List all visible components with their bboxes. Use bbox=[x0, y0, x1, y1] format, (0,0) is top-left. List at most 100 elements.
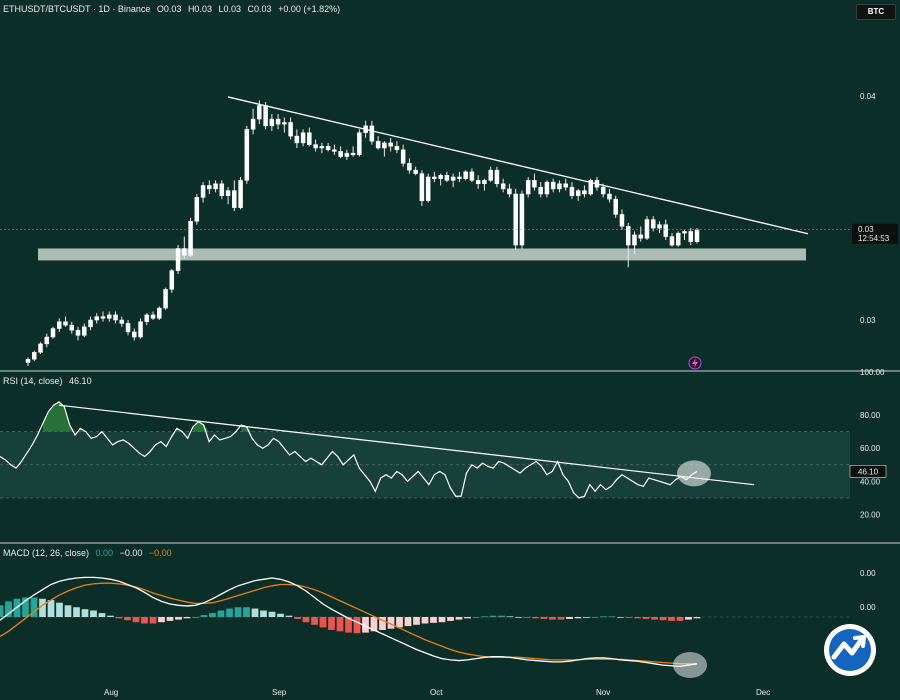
candle-body bbox=[113, 314, 118, 321]
candle-body bbox=[150, 314, 156, 319]
macd-histogram-bar bbox=[90, 610, 97, 617]
candle-body bbox=[563, 183, 568, 188]
macd-axis-tick: 0.00 bbox=[860, 603, 876, 612]
macd-histogram-bar bbox=[277, 613, 284, 617]
candle-body bbox=[200, 185, 206, 198]
macd-histogram-bar bbox=[319, 617, 327, 628]
macd-histogram-bar bbox=[523, 617, 531, 618]
candle-body bbox=[438, 175, 443, 179]
candle-body bbox=[182, 248, 187, 256]
macd-histogram-bar bbox=[413, 617, 420, 625]
rsi-value: 46.10 bbox=[69, 376, 92, 386]
candle-body bbox=[457, 176, 462, 179]
candle-body bbox=[107, 314, 112, 319]
price-trendline bbox=[227, 96, 809, 235]
macd-line bbox=[0, 576, 698, 668]
candle-body bbox=[250, 118, 256, 130]
macd-histogram-bar bbox=[217, 610, 225, 617]
histogram-value: −0.00 bbox=[119, 548, 143, 558]
candle-body bbox=[50, 328, 56, 338]
candle-body bbox=[69, 324, 75, 331]
macd-histogram-bar bbox=[549, 617, 556, 620]
rsi-axis-tick: 80.00 bbox=[860, 411, 881, 420]
candle-body bbox=[413, 169, 418, 174]
rsi-axis-tick: 60.00 bbox=[860, 444, 881, 453]
candle-body bbox=[144, 314, 150, 322]
low-value: L0.03 bbox=[218, 4, 242, 14]
macd-histogram-bar bbox=[166, 617, 174, 621]
candle-body bbox=[382, 142, 387, 149]
candle-body bbox=[38, 343, 43, 353]
candle-body bbox=[513, 193, 518, 246]
countdown-label: 12:54:53 bbox=[858, 234, 890, 243]
lightning-icon-glyph bbox=[692, 358, 698, 368]
candle-body bbox=[138, 321, 143, 338]
rsi-overbought-fill bbox=[42, 401, 252, 432]
macd-histogram-bar bbox=[124, 617, 131, 621]
currency-badge[interactable]: BTC bbox=[856, 4, 896, 20]
macd-histogram-bar bbox=[200, 615, 208, 617]
candle-body bbox=[569, 186, 575, 196]
candle-body bbox=[307, 132, 312, 145]
macd-histogram-bar bbox=[226, 608, 233, 617]
candle-body bbox=[232, 190, 237, 208]
macd-histogram-bar bbox=[430, 617, 437, 623]
candle-body bbox=[369, 125, 375, 142]
macd-histogram-bar bbox=[634, 617, 641, 619]
candle-body bbox=[263, 105, 268, 127]
candle-body bbox=[519, 193, 525, 246]
candle-body bbox=[63, 321, 68, 326]
macd-histogram-bar bbox=[311, 617, 318, 625]
price-axis-tick: 0.04 bbox=[860, 92, 876, 101]
candle-body bbox=[688, 231, 693, 242]
candle-body bbox=[82, 326, 87, 336]
macd-histogram-bar bbox=[532, 617, 539, 619]
x-axis-tick: Nov bbox=[596, 688, 610, 697]
macd-histogram-bar bbox=[268, 611, 276, 617]
symbol-label[interactable]: ETHUSDT/BTCUSDT · 1D · Binance bbox=[3, 4, 151, 14]
macd-histogram-bar bbox=[600, 616, 607, 618]
macd-axis-tick: 0.00 bbox=[860, 569, 876, 578]
candle-body bbox=[625, 226, 631, 246]
last-price-label-box bbox=[852, 223, 898, 244]
candle-body bbox=[325, 146, 331, 150]
macd-histogram-bar bbox=[336, 617, 344, 632]
candle-body bbox=[557, 183, 562, 190]
candle-body bbox=[188, 220, 193, 256]
candle-body bbox=[644, 219, 650, 239]
candle-body bbox=[194, 197, 200, 222]
candle-body bbox=[238, 180, 243, 208]
macd-histogram-bar bbox=[693, 617, 701, 619]
macd-histogram-bar bbox=[685, 617, 692, 620]
candle-body bbox=[463, 171, 468, 179]
candle-body bbox=[419, 173, 425, 202]
macd-highlight-circle bbox=[673, 652, 707, 678]
candle-body bbox=[32, 352, 37, 360]
macd-histogram-bar bbox=[421, 617, 429, 624]
candle-body bbox=[119, 319, 125, 324]
rsi-line bbox=[0, 401, 698, 499]
candle-body bbox=[525, 180, 531, 195]
macd-histogram-bar bbox=[396, 617, 403, 628]
candle-body bbox=[350, 152, 356, 156]
candle-body bbox=[163, 289, 168, 309]
rsi-value-label-box bbox=[849, 465, 887, 478]
candle-body bbox=[319, 146, 325, 149]
macd-histogram-bar bbox=[489, 615, 497, 617]
macd-header[interactable]: MACD (12, 26, close) 0.00 −0.00 −0.00 bbox=[3, 548, 176, 558]
macd-histogram-bar bbox=[98, 613, 106, 617]
rsi-header[interactable]: RSI (14, close) 46.10 bbox=[3, 376, 96, 386]
candle-body bbox=[313, 144, 318, 149]
candle-body bbox=[432, 176, 437, 179]
candle-body bbox=[269, 118, 275, 127]
candle-body bbox=[275, 118, 281, 125]
macd-histogram-bar bbox=[209, 613, 216, 617]
candle-body bbox=[669, 236, 675, 246]
macd-value: 0.00 bbox=[95, 548, 114, 558]
macd-histogram-bar bbox=[617, 617, 624, 618]
candle-body bbox=[682, 231, 687, 234]
macd-histogram-bar bbox=[659, 617, 667, 621]
macd-histogram-bar bbox=[302, 617, 310, 623]
macd-histogram-bar bbox=[566, 617, 573, 619]
